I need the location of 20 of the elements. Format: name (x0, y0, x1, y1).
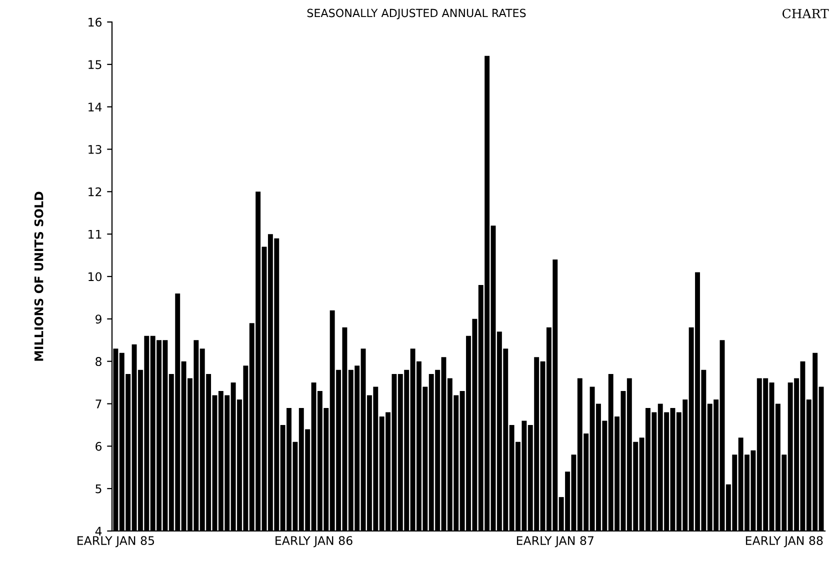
x-tick-label: EARLY JAN 85 (78, 536, 154, 548)
y-tick-label: 6 (96, 442, 102, 451)
y-tick-label: 9 (96, 314, 102, 324)
x-tick-label: EARLY JAN 86 (276, 536, 352, 548)
x-tick-label: EARLY JAN 88 (746, 536, 823, 548)
y-tick-label: 5 (96, 484, 102, 494)
y-tick-label: 10 (88, 272, 102, 282)
y-tick-label: 11 (88, 230, 102, 239)
y-tick-label: 15 (88, 60, 102, 70)
x-tick-label: EARLY JAN 87 (516, 536, 594, 548)
y-tick-label: 8 (96, 357, 102, 366)
y-tick-label: 14 (88, 102, 102, 112)
y-tick-label: 4 (95, 526, 102, 536)
y-tick-label: 16 (88, 18, 102, 27)
y-tick-label: 12 (88, 187, 102, 196)
y-axis-title: MILLIONS OF UNITS SOLD (34, 192, 44, 361)
chart-title: SEASONALLY ADJUSTED ANNUAL RATES (307, 8, 526, 20)
y-tick-label: 13 (88, 144, 102, 154)
text: CHART (782, 8, 829, 18)
y-tick-label: 7 (96, 400, 102, 408)
